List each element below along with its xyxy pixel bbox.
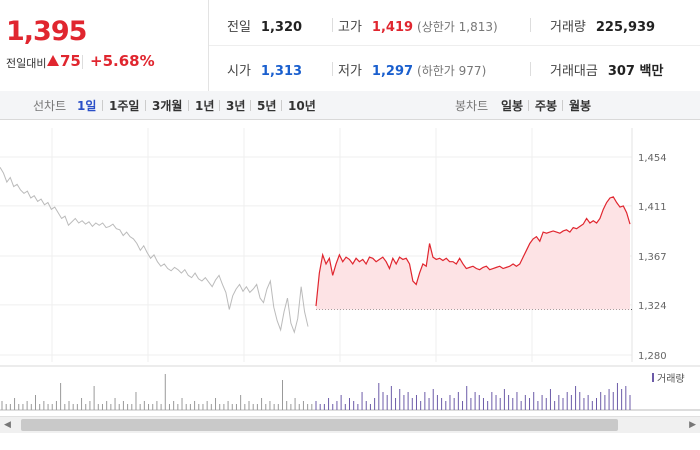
current-price-box: 1,395 전일대비 75 +5.68%: [0, 0, 209, 91]
lower-limit: (하한가 977): [417, 64, 487, 78]
low-label: 저가: [338, 64, 362, 79]
divider: [219, 100, 220, 111]
divider: [188, 100, 189, 111]
divider: [145, 100, 146, 111]
tab-3m[interactable]: 3개월: [152, 99, 183, 113]
turnover-cell: 거래대금 307 백만: [550, 60, 663, 79]
prev-close-cell: 전일 1,320: [227, 16, 302, 35]
volume-legend-label: 거래량: [657, 373, 685, 385]
change-amount: 75: [47, 52, 81, 70]
chart-period-tabs: 선차트 1일 1주일 3개월 1년 3년 5년 10년 봉차트 일봉 주봉 월봉: [0, 91, 700, 120]
row-divider: [209, 45, 700, 46]
prev-close-label: 전일: [227, 20, 251, 35]
line-chart-label: 선차트: [33, 99, 67, 113]
divider: [530, 18, 531, 32]
scroll-thumb[interactable]: [21, 419, 618, 431]
scroll-left-icon[interactable]: ◀: [4, 420, 11, 430]
y-tick-label: 1,367: [638, 252, 667, 263]
candle-chart-label: 봉차트: [455, 99, 489, 113]
upper-limit: (상한가 1,813): [417, 20, 498, 34]
today-area-fill: [316, 196, 630, 310]
high-label: 고가: [338, 20, 362, 35]
volume-value: 225,939: [595, 20, 656, 35]
tab-3y[interactable]: 3년: [226, 99, 246, 113]
high-value: 1,419: [371, 20, 414, 35]
up-triangle-icon: [47, 55, 59, 66]
divider: [562, 100, 563, 111]
divider: [82, 55, 83, 69]
y-tick-label: 1,411: [638, 202, 667, 213]
open-label: 시가: [227, 64, 251, 79]
low-value: 1,297: [371, 64, 414, 79]
divider: [332, 62, 333, 76]
change-label: 전일대비: [6, 57, 47, 70]
tab-daily[interactable]: 일봉: [501, 99, 524, 113]
open-value: 1,313: [260, 64, 303, 79]
divider: [332, 18, 333, 32]
today-price-line: [315, 196, 631, 307]
tab-weekly[interactable]: 주봉: [535, 99, 558, 113]
change-percent: +5.68%: [90, 52, 155, 70]
high-cell: 고가 1,419 (상한가 1,813): [338, 16, 498, 35]
y-tick-label: 1,280: [638, 351, 667, 362]
previous-day-line: [0, 166, 309, 334]
prev-close-value: 1,320: [260, 20, 303, 35]
current-price: 1,395: [6, 16, 87, 47]
turnover-value: 307 백만: [607, 64, 664, 79]
price-summary: 1,395 전일대비 75 +5.68% 전일 1,320 고가 1,419 (상한가…: [0, 0, 700, 92]
divider: [250, 100, 251, 111]
tab-monthly[interactable]: 월봉: [569, 99, 592, 113]
y-tick-label: 1,454: [638, 153, 667, 164]
divider: [102, 100, 103, 111]
chart-scrollbar[interactable]: ◀ ▶: [0, 416, 700, 433]
y-tick-label: 1,324: [638, 301, 667, 312]
divider: [528, 100, 529, 111]
volume-label: 거래량: [550, 20, 586, 35]
divider: [281, 100, 282, 111]
volume-legend-swatch: [652, 373, 654, 382]
change-value: 75: [60, 52, 81, 70]
tab-1w[interactable]: 1주일: [109, 99, 140, 113]
divider: [530, 62, 531, 76]
volume-cell: 거래량 225,939: [550, 16, 655, 35]
low-cell: 저가 1,297 (하한가 977): [338, 60, 486, 79]
tab-1y[interactable]: 1년: [195, 99, 215, 113]
open-cell: 시가 1,313: [227, 60, 302, 79]
tab-5y[interactable]: 5년: [257, 99, 277, 113]
tab-1d[interactable]: 1일: [77, 99, 97, 113]
tab-10y[interactable]: 10년: [288, 99, 316, 113]
turnover-label: 거래대금: [550, 64, 598, 79]
scroll-right-icon[interactable]: ▶: [689, 420, 696, 430]
